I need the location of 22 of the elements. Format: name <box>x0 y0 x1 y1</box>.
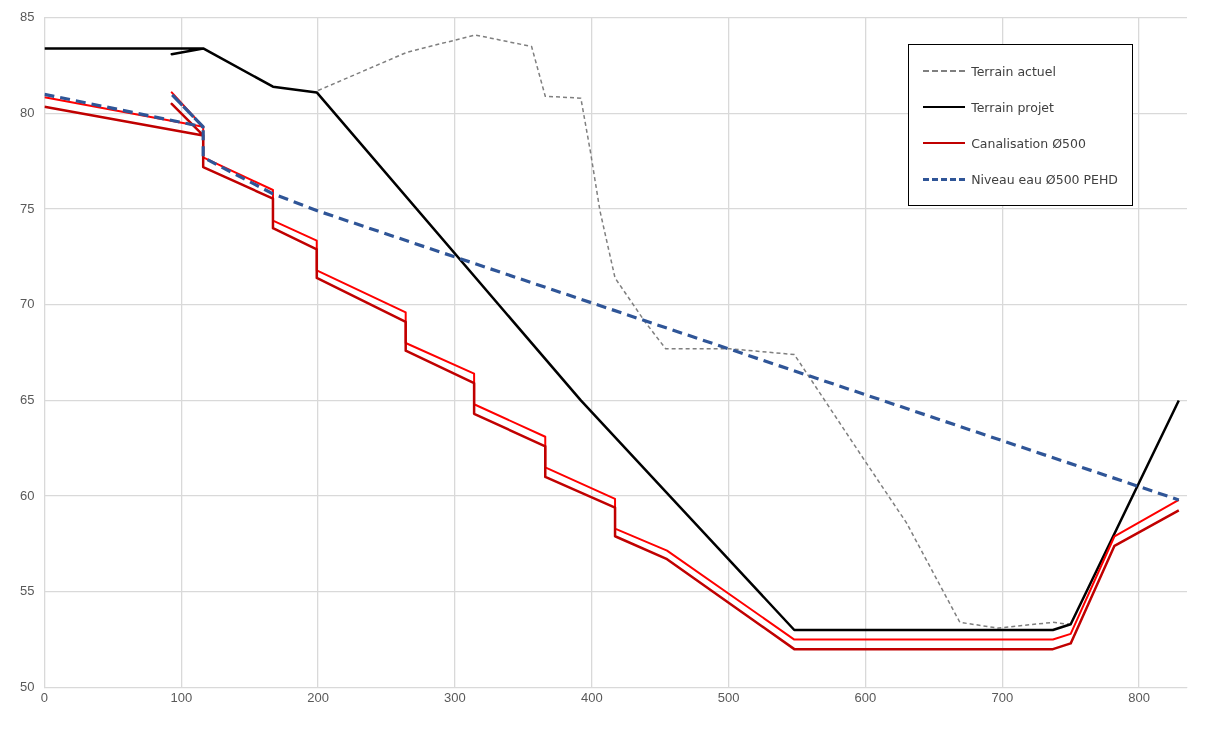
y-tick-label: 50 <box>19 678 35 694</box>
legend-label: Canalisation Ø500 <box>971 135 1086 151</box>
x-tick-label: 500 <box>717 689 740 705</box>
x-tick-label: 100 <box>170 689 193 705</box>
y-tick-label: 70 <box>19 296 35 312</box>
y-tick-label: 75 <box>19 200 35 216</box>
legend-label: Terrain projet <box>971 99 1054 115</box>
y-tick-label: 85 <box>19 9 35 25</box>
x-tick-label: 600 <box>854 689 877 705</box>
legend-label: Terrain actuel <box>971 63 1056 79</box>
x-tick-label: 0 <box>40 689 49 705</box>
x-tick-label: 200 <box>307 689 329 705</box>
x-tick-label: 400 <box>580 689 603 705</box>
legend-label: Niveau eau Ø500 PEHD <box>971 171 1118 187</box>
y-tick-label: 60 <box>19 487 35 503</box>
x-tick-label: 300 <box>444 689 466 705</box>
y-tick-label: 55 <box>19 583 35 599</box>
y-tick-label: 65 <box>19 392 35 408</box>
x-tick-label: 700 <box>991 689 1014 705</box>
line-series <box>44 92 1181 502</box>
y-tick-label: 80 <box>19 105 35 121</box>
x-tick-label: 800 <box>1128 689 1150 705</box>
